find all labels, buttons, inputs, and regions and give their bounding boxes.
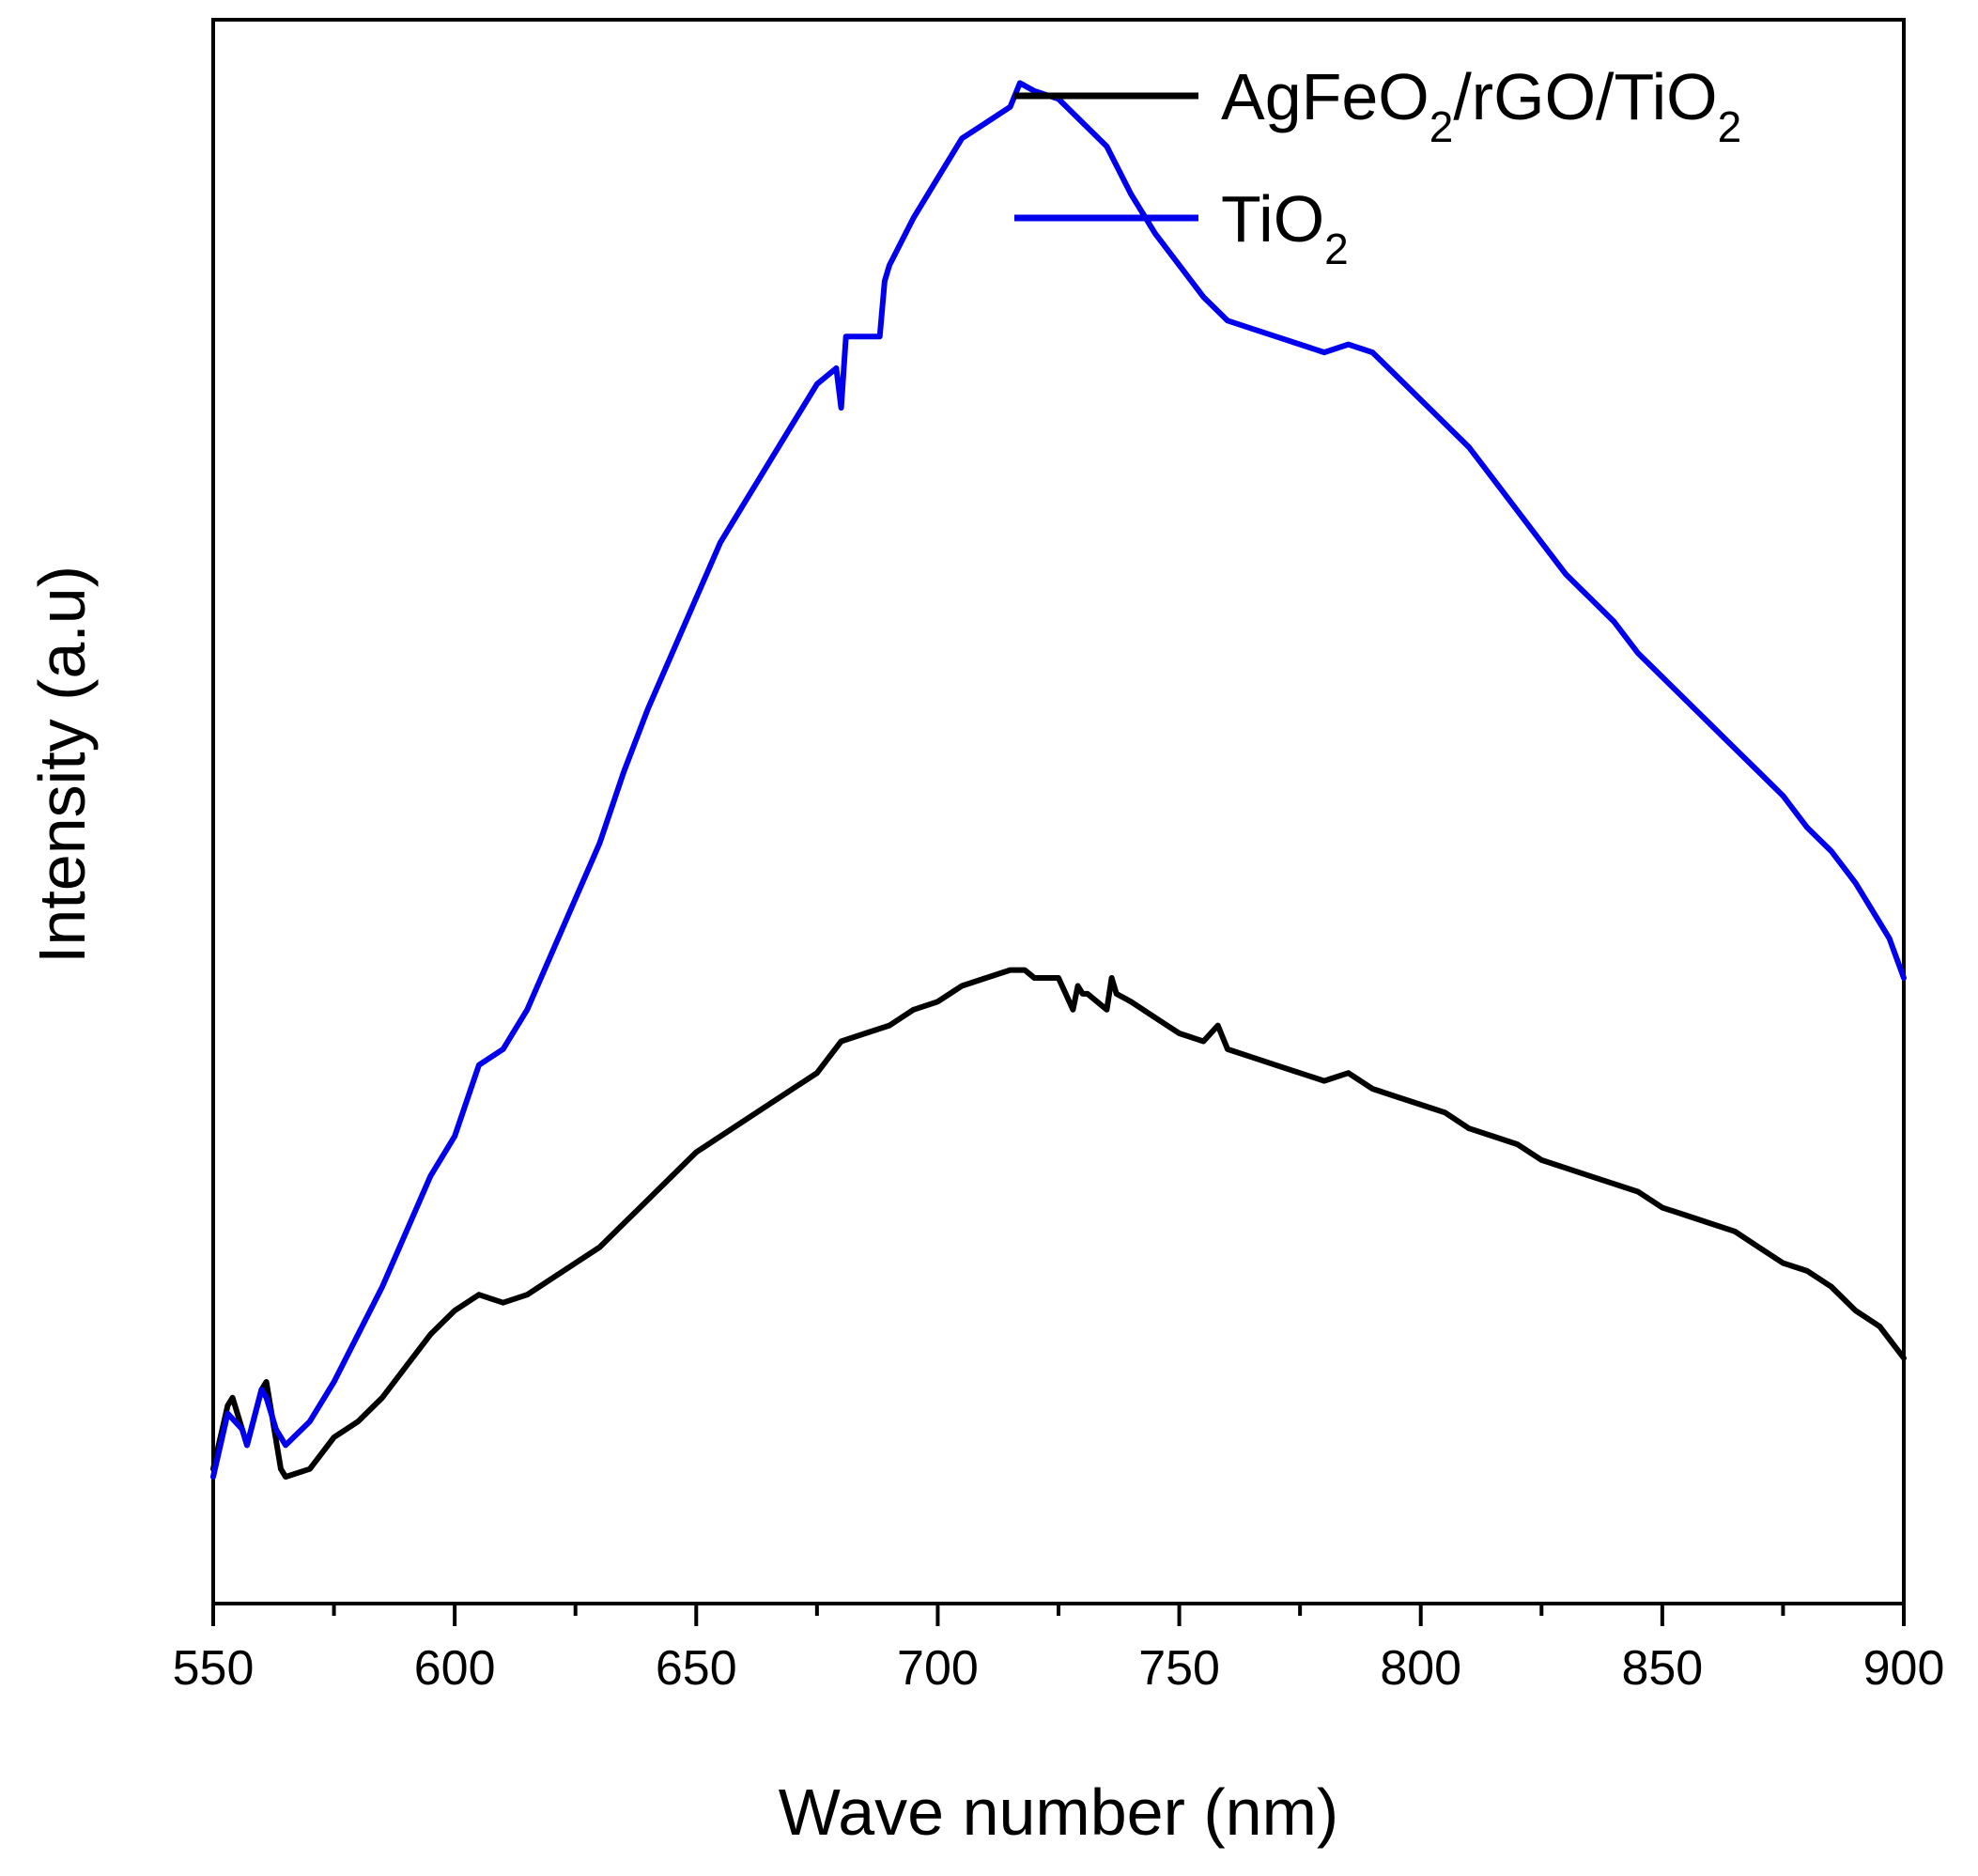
series-line-agfeo2-rgo-tio2 bbox=[210, 967, 1907, 1481]
x-axis-ticks bbox=[211, 1604, 1906, 1626]
x-axis-title: Wave number (nm) bbox=[779, 1775, 1338, 1849]
y-axis-title: Intensity (a.u) bbox=[25, 566, 99, 964]
x-tick-label: 650 bbox=[656, 1641, 737, 1696]
x-tick-label: 550 bbox=[173, 1641, 255, 1696]
x-tick-label: 600 bbox=[414, 1641, 496, 1696]
x-tick-label: 800 bbox=[1380, 1641, 1461, 1696]
data-series bbox=[210, 80, 1907, 1481]
legend-label: AgFeO2/rGO/TiO2 bbox=[1221, 60, 1741, 151]
legend: AgFeO2/rGO/TiO2 TiO2 bbox=[1014, 60, 1741, 273]
plot-area-frame bbox=[211, 18, 1906, 1605]
x-tick-label: 750 bbox=[1138, 1641, 1220, 1696]
series-line-tio2 bbox=[210, 80, 1907, 1481]
x-tick-label: 700 bbox=[897, 1641, 979, 1696]
legend-label: TiO2 bbox=[1221, 182, 1349, 273]
x-tick-label: 850 bbox=[1621, 1641, 1703, 1696]
x-tick-label: 900 bbox=[1863, 1641, 1945, 1696]
x-axis-tick-labels: 550 600 650 700 750 800 850 900 bbox=[173, 1641, 1945, 1696]
